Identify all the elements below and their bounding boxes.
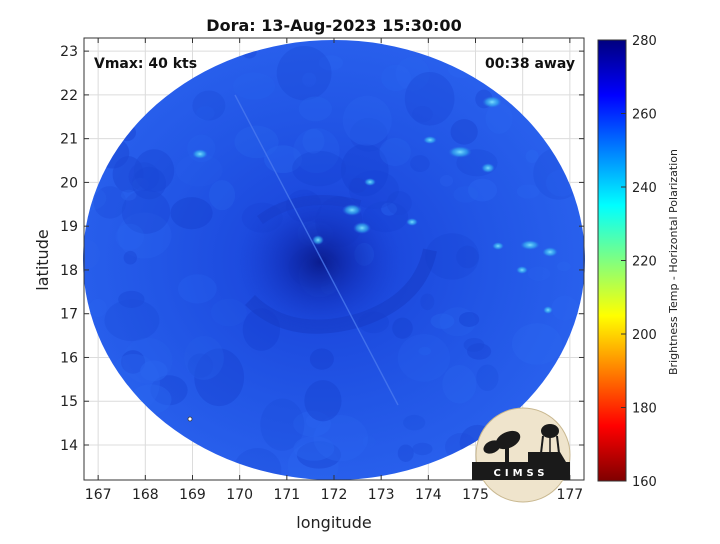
colorbar-tick-label: 160 [632,475,657,490]
colorbar-tick-label: 240 [632,181,657,196]
x-tick-label: 173 [368,487,395,503]
y-tick-label: 23 [60,44,78,60]
figure-title: Dora: 13-Aug-2023 15:30:00 [206,16,461,35]
y-tick-label: 21 [60,132,78,148]
x-tick-label: 169 [179,487,206,503]
point-marker [187,416,193,422]
y-tick-label: 18 [60,263,78,279]
colorbar-tick-label: 260 [632,108,657,123]
x-axis-ticks: 167168169170171172173174175176177 [85,38,583,503]
y-tick-label: 20 [60,175,78,191]
colorbar-ticks: 160 180 200 220 240 260 280 [621,34,657,490]
logo-text: CIMSS [494,468,549,479]
colorbar-tick-label: 180 [632,402,657,417]
y-axis-label: latitude [33,229,52,290]
y-axis-ticks: 14 15 16 17 18 19 20 21 22 23 [60,44,584,454]
x-tick-label: 171 [273,487,300,503]
cimss-logo: CIMSS [472,407,571,503]
time-away-label: 00:38 away [485,56,575,72]
y-tick-label: 14 [60,438,78,454]
y-tick-label: 15 [60,394,78,410]
x-tick-label: 177 [556,487,583,503]
x-tick-label: 170 [226,487,253,503]
colorbar-label: Brightness Temp - Horizontal Polarizatio… [667,149,680,375]
y-tick-label: 17 [60,307,78,323]
x-tick-label: 175 [462,487,489,503]
vmax-label: Vmax: 40 kts [94,56,197,72]
colorbar-tick-label: 200 [632,328,657,343]
warm-bright-spots [192,96,558,314]
x-tick-label: 168 [132,487,159,503]
x-tick-label: 167 [85,487,112,503]
x-tick-label: 174 [415,487,442,503]
x-tick-label: 172 [321,487,348,503]
y-tick-label: 22 [60,88,78,104]
colorbar-tick-label: 280 [632,34,657,49]
y-tick-label: 19 [60,219,78,235]
scan-line-artifact [234,94,399,406]
colorbar-tick-label: 220 [632,255,657,270]
microwave-swath [83,40,585,480]
x-axis-label: longitude [296,513,371,532]
y-tick-label: 16 [60,350,78,366]
